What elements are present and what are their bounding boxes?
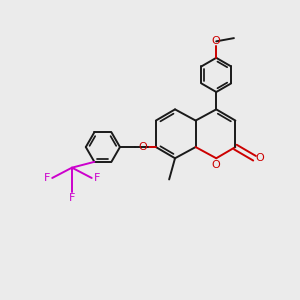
Text: O: O [256,153,264,163]
Text: O: O [212,36,220,46]
Text: O: O [212,160,220,170]
Text: F: F [69,193,75,203]
Text: O: O [139,142,147,152]
Text: F: F [94,173,100,183]
Text: F: F [44,173,50,183]
